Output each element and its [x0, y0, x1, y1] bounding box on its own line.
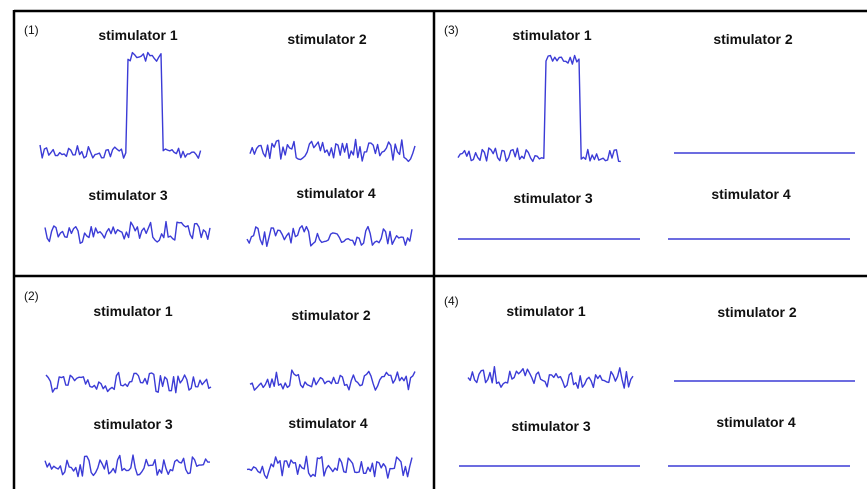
- stimulator-title: stimulator 2: [713, 31, 793, 47]
- stimulator-title: stimulator 3: [93, 416, 173, 432]
- signal-trace-pulse: [457, 54, 621, 163]
- signal-trace-noise: [467, 366, 634, 389]
- stimulator-title: stimulator 1: [98, 27, 178, 43]
- panel-label: (3): [444, 23, 459, 37]
- signal-trace-noise: [246, 455, 413, 479]
- signal-trace-noise: [246, 225, 413, 247]
- panel-4: (4) stimulator 1 stimulator 2 stimulator 3 s…: [444, 294, 855, 467]
- stimulator-title: stimulator 2: [291, 307, 371, 323]
- stimulator-title: stimulator 1: [506, 303, 586, 319]
- panel-label: (2): [24, 289, 39, 303]
- panel-2: (3) stimulator 1 stimulator 2 stimulator 3 s…: [444, 23, 855, 240]
- grid-borders: [12, 9, 867, 489]
- signal-trace-noise: [45, 371, 212, 394]
- stimulator-title: stimulator 4: [711, 186, 791, 202]
- stimulator-title: stimulator 1: [93, 303, 173, 319]
- stimulator-title: stimulator 3: [88, 187, 168, 203]
- signal-trace-noise: [249, 138, 416, 163]
- signal-trace-pulse: [39, 51, 202, 159]
- signal-trace-noise: [44, 454, 210, 478]
- panel-label: (4): [444, 294, 459, 308]
- stimulator-title: stimulator 4: [296, 185, 376, 201]
- stimulator-title: stimulator 2: [287, 31, 367, 47]
- panel-3: (2) stimulator 1 stimulator 2 stimulator 3 s…: [24, 289, 416, 479]
- signal-trace-noise: [44, 220, 211, 244]
- stimulator-title: stimulator 4: [716, 414, 796, 430]
- signal-trace-noise: [249, 369, 416, 391]
- stimulator-title: stimulator 4: [288, 415, 368, 431]
- stimulator-title: stimulator 1: [512, 27, 592, 43]
- panels: (1) stimulator 1 stimulator 2 stimulator 3 s…: [24, 23, 855, 479]
- panel-1: (1) stimulator 1 stimulator 2 stimulator 3 s…: [24, 23, 416, 247]
- stimulator-title: stimulator 3: [511, 418, 591, 434]
- panel-label: (1): [24, 23, 39, 37]
- stimulator-title: stimulator 3: [513, 190, 593, 206]
- stimulator-title: stimulator 2: [717, 304, 797, 320]
